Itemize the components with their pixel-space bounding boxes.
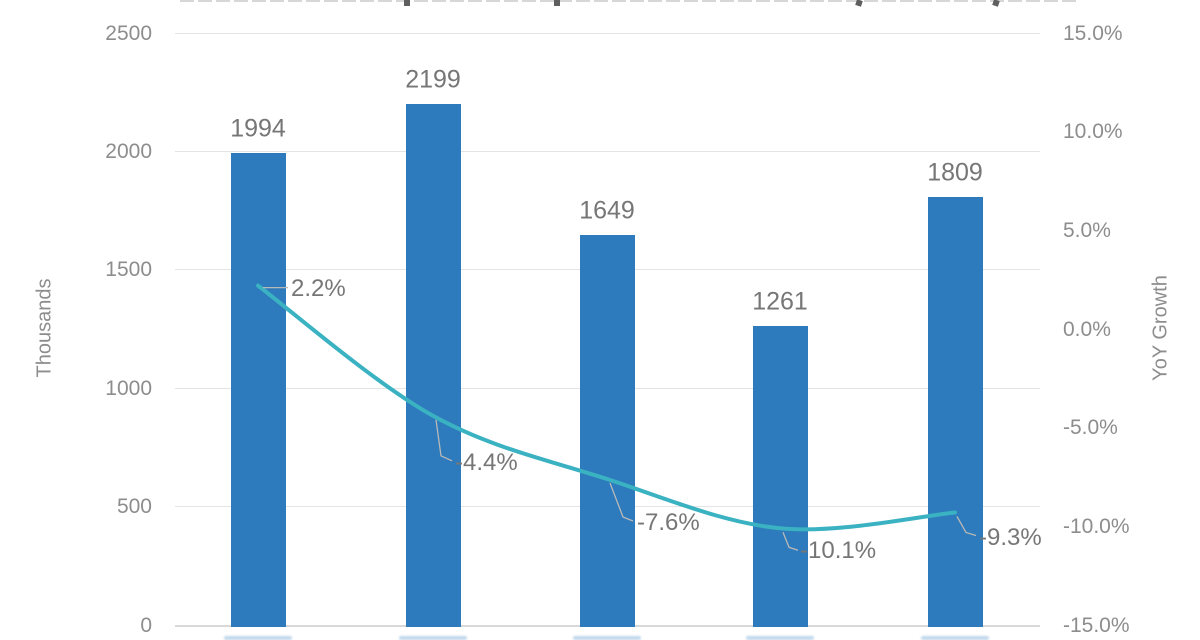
left-axis-tick-label: 1000 (105, 376, 152, 400)
right-axis-title: YoY Growth (1149, 275, 1172, 381)
bottom-crop-smudge (921, 636, 989, 640)
bar-value-label: 1261 (752, 287, 808, 316)
bottom-crop-smudge (224, 636, 292, 640)
left-axis-tick-label: 500 (116, 495, 152, 519)
cropped-title-descender (992, 0, 1000, 7)
right-axis-tick-label: 0.0% (1063, 317, 1111, 341)
bar-value-label: 1809 (927, 158, 983, 187)
right-axis-tick-label: 15.0% (1063, 21, 1123, 45)
bottom-crop-smudge (746, 636, 814, 640)
right-axis-tick-label: -15.0% (1063, 613, 1130, 637)
bar-value-label: 1649 (579, 196, 635, 225)
left-axis-tick-label: 0 (140, 613, 152, 637)
bar (230, 152, 286, 627)
line-value-label: -10.1% (800, 537, 877, 565)
cropped-title-smear (180, 0, 1080, 2)
cropped-title-descender (554, 0, 560, 6)
line-value-label: -7.6% (637, 508, 700, 536)
bar (927, 196, 983, 627)
bottom-crop-smudge (399, 636, 467, 640)
left-axis-title: Thousands (33, 278, 56, 378)
line-value-label: 2.2% (291, 274, 346, 302)
bar (405, 104, 461, 627)
line-value-label: -4.4% (455, 448, 518, 476)
bar-value-label: 1994 (230, 114, 286, 143)
right-axis-tick-label: 10.0% (1063, 120, 1123, 144)
right-axis-tick-label: -5.0% (1063, 416, 1118, 440)
line-value-label: -9.3% (979, 523, 1042, 551)
gridline (175, 150, 1040, 152)
cropped-title-descender (404, 0, 410, 6)
bottom-crop-smudge (573, 636, 641, 640)
bar (579, 234, 635, 627)
bar-value-label: 2199 (405, 65, 461, 94)
left-axis-tick-label: 2500 (105, 21, 152, 45)
left-axis-tick-label: 2000 (105, 139, 152, 163)
left-axis-tick-label: 1500 (105, 258, 152, 282)
gridline (175, 32, 1040, 34)
cropped-title-descender (855, 0, 863, 7)
bar (752, 326, 808, 627)
right-axis-tick-label: -10.0% (1063, 514, 1130, 538)
right-axis-tick-label: 5.0% (1063, 218, 1111, 242)
